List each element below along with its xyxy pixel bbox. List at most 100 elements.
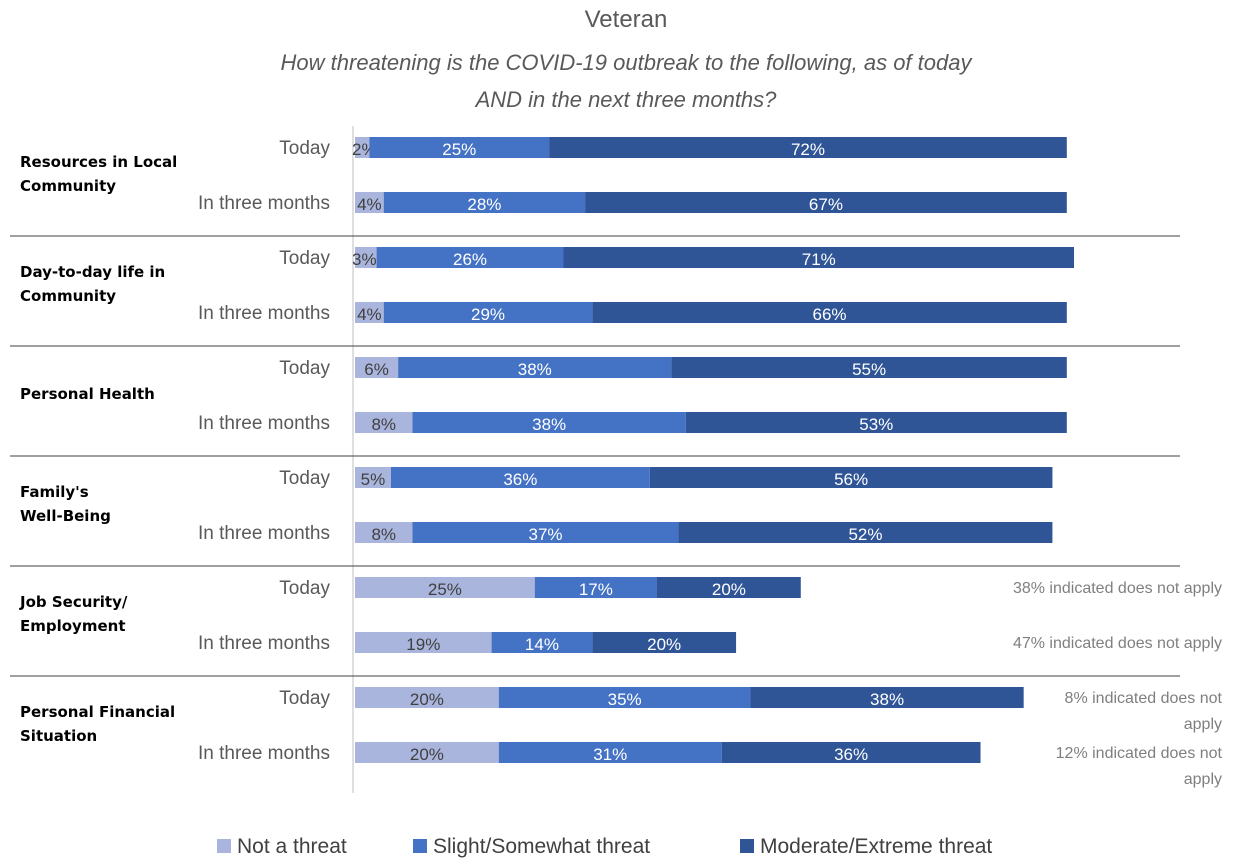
data-label: 66%	[813, 305, 847, 324]
bar-segment	[355, 357, 399, 378]
group-label: Community	[20, 287, 116, 305]
bar-segment	[549, 137, 1067, 158]
bar-segment	[383, 302, 593, 323]
data-label: 28%	[467, 195, 501, 214]
data-label: 52%	[848, 525, 882, 544]
legend-label: Moderate/Extreme threat	[760, 835, 992, 858]
bar-segment	[355, 687, 499, 708]
data-label: 20%	[410, 745, 444, 764]
legend: Not a threat Slight/Somewhat threat Modera…	[217, 835, 992, 858]
row-label: In three months	[198, 633, 330, 654]
chart-title: Veteran	[585, 6, 668, 33]
bar-segment	[383, 192, 586, 213]
data-label: 72%	[791, 140, 825, 159]
data-label: 56%	[834, 470, 868, 489]
bar-segment	[355, 632, 492, 653]
bar-segment	[656, 577, 801, 598]
chart-subtitle-line-2: AND in the next three months?	[474, 87, 778, 112]
data-label: 55%	[852, 360, 886, 379]
bar-segment	[685, 412, 1067, 433]
bar-segment	[376, 247, 564, 268]
row-label: Today	[279, 468, 330, 489]
not-applicable-note: 12% indicated does not	[1056, 745, 1223, 762]
row-label: In three months	[198, 413, 330, 434]
data-label: 25%	[428, 580, 462, 599]
data-label: 38%	[532, 415, 566, 434]
bar-segment	[390, 467, 650, 488]
not-applicable-note: apply	[1184, 716, 1222, 733]
data-label: 38%	[518, 360, 552, 379]
data-label: 20%	[647, 635, 681, 654]
row-label: Today	[279, 688, 330, 709]
data-label: 35%	[608, 690, 642, 709]
bar-segment	[563, 247, 1074, 268]
data-label: 14%	[525, 635, 559, 654]
bar-segment	[498, 742, 722, 763]
bar-segment	[491, 632, 593, 653]
data-label: 53%	[859, 415, 893, 434]
legend-label: Not a threat	[237, 835, 347, 858]
legend-swatch	[740, 839, 754, 853]
bar-segment	[369, 137, 550, 158]
data-label: 8%	[371, 415, 396, 434]
group-label: Employment	[20, 617, 126, 635]
bar-segment	[678, 522, 1053, 543]
data-label: 29%	[471, 305, 505, 324]
bar-segment	[412, 412, 686, 433]
data-label: 4%	[357, 195, 382, 214]
bar-segment	[671, 357, 1067, 378]
group-label: Resources in Local	[20, 153, 177, 171]
legend-swatch	[413, 839, 427, 853]
data-label: 37%	[529, 525, 563, 544]
group-label: Community	[20, 177, 116, 195]
data-label: 6%	[364, 360, 389, 379]
bar-segment	[592, 632, 737, 653]
bar-segment	[592, 302, 1067, 323]
data-label: 19%	[406, 635, 440, 654]
data-label: 31%	[593, 745, 627, 764]
bar-segment	[355, 412, 413, 433]
row-label: Today	[279, 138, 330, 159]
row-label: Today	[279, 248, 330, 269]
bar-segment	[585, 192, 1067, 213]
data-label: 36%	[503, 470, 537, 489]
data-label: 4%	[357, 305, 382, 324]
row-label: Today	[279, 578, 330, 599]
bar-segment	[534, 577, 657, 598]
data-label: 8%	[371, 525, 396, 544]
bar-segment	[355, 247, 377, 268]
data-label: 20%	[410, 690, 444, 709]
data-label: 67%	[809, 195, 843, 214]
legend-swatch	[217, 839, 231, 853]
group-label: Day-to-day life in	[20, 263, 165, 281]
data-label: 20%	[712, 580, 746, 599]
bar-segment	[355, 302, 384, 323]
group-label: Job Security/	[19, 593, 128, 611]
bar-segment	[355, 192, 384, 213]
group-label: Family's	[20, 483, 89, 501]
group-label: Situation	[20, 727, 97, 745]
bar-segment	[355, 467, 391, 488]
not-applicable-note: 47% indicated does not apply	[1013, 635, 1222, 652]
data-label: 38%	[870, 690, 904, 709]
group-label: Personal Health	[20, 385, 155, 403]
data-label: 17%	[579, 580, 613, 599]
data-label: 5%	[361, 470, 386, 489]
bar-segment	[412, 522, 679, 543]
bar-segment	[649, 467, 1053, 488]
group-label: Well-Being	[20, 507, 111, 525]
bar-segment	[355, 137, 370, 158]
group-label: Personal Financial	[20, 703, 175, 721]
chart-subtitle-line-1: How threatening is the COVID-19 outbreak…	[281, 50, 974, 75]
bar-segment	[355, 522, 413, 543]
data-label: 36%	[834, 745, 868, 764]
not-applicable-note: 38% indicated does not apply	[1013, 580, 1222, 597]
bar-segment	[355, 577, 535, 598]
row-label: In three months	[198, 193, 330, 214]
bar-segment	[498, 687, 751, 708]
bar-segment	[398, 357, 672, 378]
bar-segment	[750, 687, 1024, 708]
